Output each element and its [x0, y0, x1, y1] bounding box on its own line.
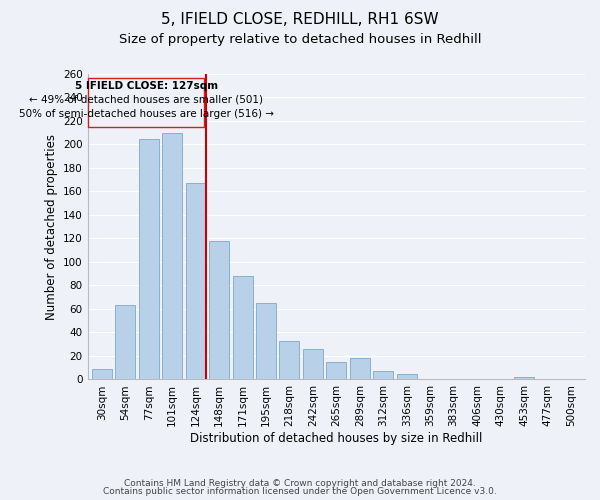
Text: 50% of semi-detached houses are larger (516) →: 50% of semi-detached houses are larger (…	[19, 109, 274, 119]
Bar	[303, 349, 323, 380]
Bar	[92, 369, 112, 380]
Bar	[350, 358, 370, 380]
Bar	[256, 303, 276, 380]
Bar	[326, 362, 346, 380]
Bar	[514, 377, 534, 380]
Bar	[280, 340, 299, 380]
Bar	[397, 374, 416, 380]
Text: Contains HM Land Registry data © Crown copyright and database right 2024.: Contains HM Land Registry data © Crown c…	[124, 478, 476, 488]
Bar	[373, 371, 393, 380]
Bar	[115, 306, 135, 380]
X-axis label: Distribution of detached houses by size in Redhill: Distribution of detached houses by size …	[190, 432, 482, 445]
Text: ← 49% of detached houses are smaller (501): ← 49% of detached houses are smaller (50…	[29, 95, 263, 105]
Text: Size of property relative to detached houses in Redhill: Size of property relative to detached ho…	[119, 32, 481, 46]
Bar	[162, 132, 182, 380]
Text: 5, IFIELD CLOSE, REDHILL, RH1 6SW: 5, IFIELD CLOSE, REDHILL, RH1 6SW	[161, 12, 439, 28]
Bar	[209, 241, 229, 380]
Bar	[139, 138, 158, 380]
Text: Contains public sector information licensed under the Open Government Licence v3: Contains public sector information licen…	[103, 487, 497, 496]
FancyBboxPatch shape	[88, 78, 205, 127]
Text: 5 IFIELD CLOSE: 127sqm: 5 IFIELD CLOSE: 127sqm	[75, 80, 218, 90]
Y-axis label: Number of detached properties: Number of detached properties	[44, 134, 58, 320]
Bar	[185, 184, 206, 380]
Bar	[233, 276, 253, 380]
